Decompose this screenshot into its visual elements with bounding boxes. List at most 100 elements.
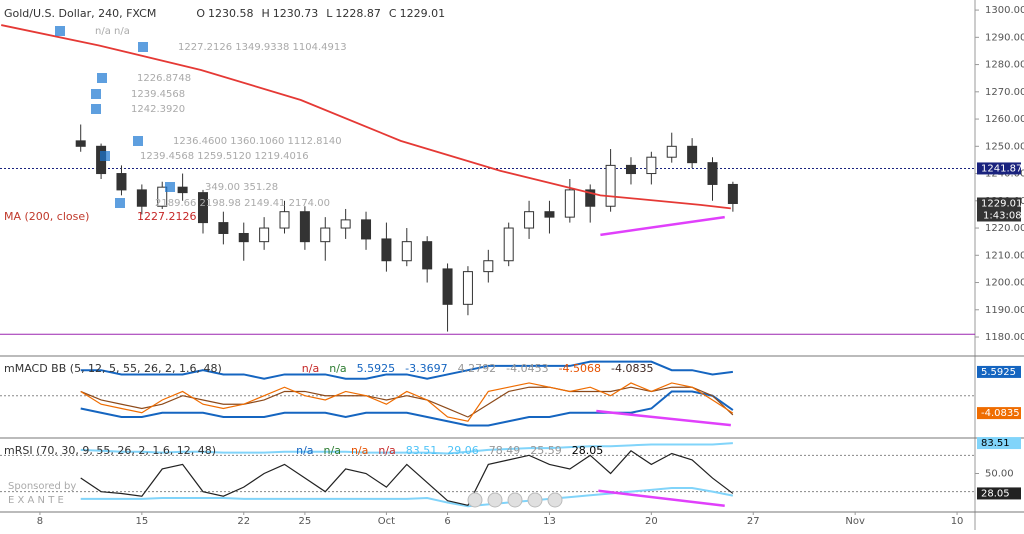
study-eye-icon xyxy=(133,136,143,146)
x-tick-label: 6 xyxy=(444,516,450,527)
candle-body xyxy=(585,189,596,207)
candle-body xyxy=(197,192,208,224)
series-line xyxy=(80,360,734,380)
candle-body xyxy=(340,219,351,229)
y-tick-label: 50.00 xyxy=(985,469,1014,480)
ma-legend: MA (200, close) xyxy=(4,210,89,223)
y-tick-label: 1280.00 xyxy=(985,60,1024,71)
candle-body xyxy=(544,211,555,218)
series-line xyxy=(80,442,733,455)
y-tick-label: 1220.00 xyxy=(985,223,1024,234)
ohlc-value: 1229.01 xyxy=(400,7,446,20)
price-label: -4.0835 xyxy=(981,408,1020,419)
study-legend: 1236.4600 1360.1060 1112.8140 xyxy=(173,136,342,147)
pane-legend-value: n/a xyxy=(324,444,341,457)
candle-body xyxy=(707,162,718,185)
pane-legend-value: 78.49 xyxy=(489,444,521,457)
y-tick-label: 1290.00 xyxy=(985,32,1024,43)
y-tick-label: 1200.00 xyxy=(985,278,1024,289)
price-label-box xyxy=(977,407,1021,420)
nav-button xyxy=(487,492,503,508)
pane-legend-value: -4.5068 xyxy=(559,362,601,375)
nav-button xyxy=(467,492,483,508)
candle-body xyxy=(320,227,331,243)
candle-body xyxy=(136,189,147,207)
candle-body xyxy=(116,173,127,191)
study-legend: 1239.4568 xyxy=(131,89,185,100)
pane-legend-value: 4.2792 xyxy=(458,362,497,375)
pane-legend-value: -3.3697 xyxy=(405,362,447,375)
ohlc-value: 1228.87 xyxy=(335,7,381,20)
series-line xyxy=(80,450,734,506)
candle-body xyxy=(564,189,575,218)
pane-legend-value: 29.06 xyxy=(447,444,479,457)
candle-body xyxy=(687,145,698,164)
nav-button xyxy=(547,492,563,508)
pane-title: mRSI (70, 30, 9, 55, 26, 2, 1.6, 12, 48) xyxy=(4,444,216,457)
candle-body xyxy=(646,156,657,175)
candle-body xyxy=(625,164,636,175)
candle-body xyxy=(238,232,249,243)
candle-body xyxy=(259,227,270,243)
price-label: 1229.01 xyxy=(981,198,1022,209)
pane-legend-value: n/a xyxy=(351,444,368,457)
candle-body xyxy=(218,222,229,234)
ma-legend-value: 1227.2126 xyxy=(137,210,197,223)
study-eye-icon xyxy=(165,182,175,192)
x-tick-label: 8 xyxy=(37,516,43,527)
study-legend: 1239.4568 1259.5120 1219.4016 xyxy=(140,151,309,162)
study-eye-icon xyxy=(100,151,110,161)
x-tick-label: 27 xyxy=(747,516,760,527)
price-label: 83.51 xyxy=(981,438,1010,449)
y-tick-label: 1190.00 xyxy=(985,305,1024,316)
series-line xyxy=(80,390,734,427)
study-eye-icon xyxy=(91,104,101,114)
ohlc-value: 1230.58 xyxy=(208,7,254,20)
nav-button xyxy=(527,492,543,508)
ohlc-label: O xyxy=(196,7,205,20)
study-eye-icon xyxy=(115,198,125,208)
pane-legend-value: -4.0835 xyxy=(611,362,653,375)
candle-body xyxy=(503,227,514,262)
x-tick-label: 13 xyxy=(543,516,556,527)
pane-legend-value: n/a xyxy=(378,444,395,457)
study-eye-icon xyxy=(97,73,107,83)
countdown-box xyxy=(977,209,1021,222)
candle-body xyxy=(422,241,433,270)
x-tick-label: Oct xyxy=(378,516,395,527)
candle-body xyxy=(727,183,738,204)
price-label-box xyxy=(977,197,1021,210)
chart-title: Gold/U.S. Dollar, 240, FXCM xyxy=(4,7,156,20)
candle-body xyxy=(361,219,372,240)
x-tick-label: 15 xyxy=(135,516,148,527)
study-legend: 349.00 351.28 xyxy=(205,182,278,193)
x-tick-label: 20 xyxy=(645,516,658,527)
candle-body xyxy=(442,268,453,305)
pane-legend-value: n/a xyxy=(329,362,346,375)
price-label: 1241.87 xyxy=(981,163,1022,174)
study-legend: n/a n/a xyxy=(95,26,130,37)
series-line xyxy=(80,487,734,508)
pane-legend-value: n/a xyxy=(296,444,313,457)
candle-body xyxy=(401,241,412,262)
candle-body xyxy=(157,186,168,207)
y-tick-label: 1210.00 xyxy=(985,250,1024,261)
price-label-box xyxy=(977,487,1021,500)
pane-legend-value: -4.0453 xyxy=(506,362,548,375)
x-tick-label: 25 xyxy=(299,516,312,527)
series-line xyxy=(80,382,734,422)
y-tick-label: 1250.00 xyxy=(985,141,1024,152)
ohlc-label: C xyxy=(389,7,397,20)
nav-button xyxy=(507,492,523,508)
candle-body xyxy=(299,211,310,243)
y-tick-label: 1300.00 xyxy=(985,5,1024,16)
price-label: 5.5925 xyxy=(981,367,1016,378)
x-tick-label: Nov xyxy=(845,516,865,527)
pane-legend-value: n/a xyxy=(302,362,319,375)
countdown: 1:43:08 xyxy=(983,210,1022,221)
pane-legend-value: 5.5925 xyxy=(357,362,396,375)
study-eye-icon xyxy=(55,26,65,36)
study-eye-icon xyxy=(91,89,101,99)
candle-body xyxy=(666,145,677,158)
pane-title: mMACD BB (5, 12, 5, 55, 26, 2, 1.6, 48) xyxy=(4,362,222,375)
